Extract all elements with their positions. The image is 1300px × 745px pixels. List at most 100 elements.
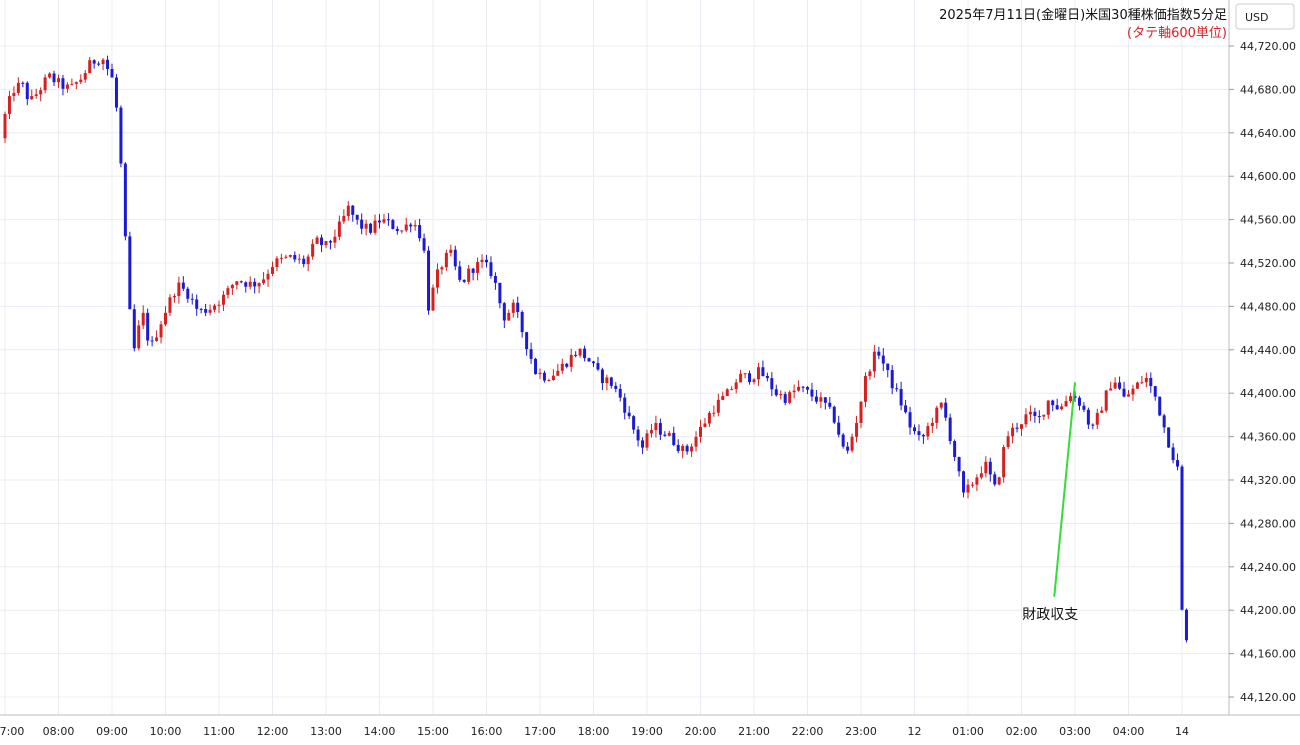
candle-body bbox=[547, 379, 551, 381]
candle-body bbox=[257, 283, 261, 287]
candle-body bbox=[676, 444, 680, 451]
candle-body bbox=[600, 369, 604, 384]
candle-body bbox=[699, 426, 702, 437]
candle-body bbox=[1073, 396, 1077, 398]
candle-body bbox=[770, 378, 774, 390]
candle-body bbox=[988, 461, 992, 475]
candle-body bbox=[721, 396, 725, 400]
candle-body bbox=[957, 457, 961, 472]
currency-badge[interactable]: USD bbox=[1235, 3, 1295, 30]
candle-body bbox=[953, 441, 957, 458]
candle-body bbox=[529, 349, 533, 359]
candle-body bbox=[1015, 427, 1019, 429]
candle-body bbox=[106, 59, 110, 70]
x-tick-label: 10:00 bbox=[150, 725, 182, 738]
candle-body bbox=[132, 309, 136, 349]
candle-body bbox=[507, 312, 511, 321]
x-tick-label: 7:00 bbox=[0, 725, 24, 738]
candle-body bbox=[837, 422, 841, 435]
candle-body bbox=[828, 402, 832, 407]
candle-body bbox=[337, 221, 341, 237]
candle-body bbox=[917, 431, 921, 436]
y-tick-label: 44,560.00 bbox=[1240, 214, 1296, 227]
candle-body bbox=[489, 262, 493, 277]
x-tick-label: 13:00 bbox=[310, 725, 342, 738]
candle-body bbox=[761, 367, 765, 377]
candle-body bbox=[774, 389, 778, 396]
annotation-label: 財政収支 bbox=[1022, 607, 1078, 623]
candle-body bbox=[431, 287, 435, 311]
x-tick-label: 22:00 bbox=[792, 725, 824, 738]
candle-body bbox=[239, 281, 243, 283]
candle-body bbox=[855, 422, 859, 437]
candle-body bbox=[146, 312, 150, 341]
candle-body bbox=[453, 249, 457, 267]
candle-body bbox=[569, 354, 573, 367]
candle-body bbox=[181, 282, 185, 289]
candle-body bbox=[435, 269, 439, 288]
candle-body bbox=[534, 358, 538, 375]
candle-body bbox=[110, 69, 114, 78]
candle-body bbox=[868, 371, 872, 377]
candle-body bbox=[743, 373, 747, 375]
candle-body bbox=[511, 302, 515, 313]
candle-body bbox=[404, 224, 408, 231]
candle-body bbox=[79, 79, 83, 83]
candle-body bbox=[935, 407, 939, 423]
candle-body bbox=[262, 279, 266, 284]
candle-body bbox=[667, 432, 671, 436]
candle-body bbox=[458, 266, 462, 280]
candle-body bbox=[583, 348, 587, 359]
candle-body bbox=[199, 308, 203, 310]
candle-body bbox=[1144, 378, 1148, 383]
candle-body bbox=[975, 477, 979, 485]
candle-body bbox=[275, 258, 279, 268]
x-tick-label: 04:00 bbox=[1113, 725, 1145, 738]
candle-body bbox=[997, 477, 1001, 485]
candle-body bbox=[1135, 382, 1139, 389]
candle-body bbox=[25, 82, 29, 100]
x-tick-label: 20:00 bbox=[685, 725, 717, 738]
candle-body bbox=[128, 236, 132, 310]
candle-body bbox=[1122, 388, 1126, 397]
candle-body bbox=[908, 412, 912, 428]
candle-body bbox=[328, 241, 332, 243]
x-tick-label: 11:00 bbox=[203, 725, 235, 738]
candle-body bbox=[360, 219, 364, 229]
candle-body bbox=[1069, 396, 1073, 402]
candle-body bbox=[449, 249, 453, 253]
candle-body bbox=[65, 84, 69, 89]
candle-body bbox=[748, 373, 752, 383]
candle-body bbox=[788, 392, 792, 403]
y-tick-label: 44,320.00 bbox=[1240, 474, 1296, 487]
candle-body bbox=[364, 223, 368, 229]
x-tick-label: 09:00 bbox=[96, 725, 128, 738]
candle-body bbox=[378, 220, 381, 223]
candle-body bbox=[542, 372, 546, 381]
candle-body bbox=[226, 288, 230, 295]
candle-body bbox=[863, 376, 867, 402]
candle-body bbox=[1046, 400, 1050, 415]
candle-body bbox=[74, 82, 78, 84]
candle-body bbox=[52, 73, 56, 83]
candle-body bbox=[1033, 411, 1037, 417]
candle-body bbox=[636, 429, 640, 441]
candle-body bbox=[1158, 396, 1162, 416]
candle-body bbox=[422, 238, 426, 251]
x-tick-label: 14:00 bbox=[364, 725, 396, 738]
candle-body bbox=[418, 225, 422, 239]
candle-body bbox=[819, 397, 823, 402]
candle-body bbox=[409, 224, 413, 227]
candle-body bbox=[877, 351, 881, 356]
candle-body bbox=[320, 237, 324, 246]
candle-body bbox=[342, 215, 346, 222]
candle-body bbox=[346, 205, 350, 216]
annotation-layer: 財政収支 bbox=[1022, 382, 1078, 623]
candle-body bbox=[476, 261, 480, 273]
candle-body bbox=[672, 432, 676, 445]
candle-body bbox=[1167, 427, 1171, 448]
candle-body bbox=[498, 282, 502, 304]
candle-body bbox=[739, 373, 743, 383]
